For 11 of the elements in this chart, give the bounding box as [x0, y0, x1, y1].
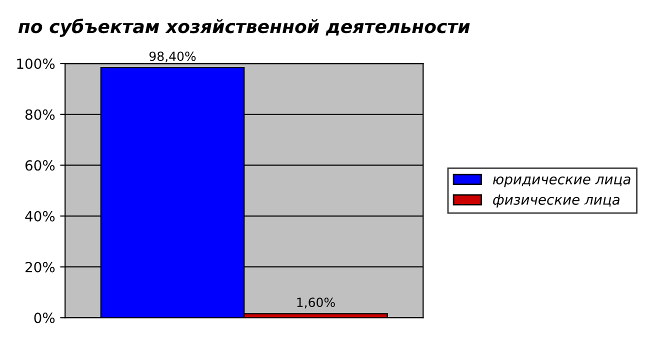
data-label: 1,60% — [297, 298, 335, 308]
data-label: 98,40% — [149, 52, 196, 62]
y-tick-label: 80% — [25, 109, 55, 120]
y-tick-label: 0% — [34, 312, 55, 324]
y-tick-label: 20% — [26, 262, 55, 272]
chart-title: по субъектам хозяйственной деятельности — [18, 18, 470, 37]
legend-label: юридические лица — [493, 176, 630, 188]
y-tick-label: 60% — [25, 160, 55, 171]
legend-label: физические лица — [493, 194, 620, 208]
y-tick-label: 40% — [25, 211, 55, 222]
y-tick-label: 100% — [17, 58, 55, 70]
